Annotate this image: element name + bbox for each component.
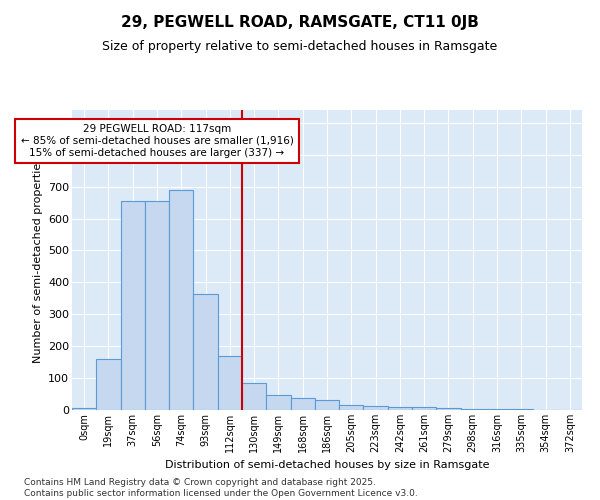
- Text: 29 PEGWELL ROAD: 117sqm
← 85% of semi-detached houses are smaller (1,916)
15% of: 29 PEGWELL ROAD: 117sqm ← 85% of semi-de…: [20, 124, 293, 158]
- Bar: [315, 400, 339, 410]
- Bar: [169, 190, 193, 410]
- Bar: [461, 408, 485, 410]
- X-axis label: Distribution of semi-detached houses by size in Ramsgate: Distribution of semi-detached houses by …: [165, 460, 489, 470]
- Bar: [193, 294, 218, 410]
- Y-axis label: Number of semi-detached properties: Number of semi-detached properties: [32, 157, 43, 363]
- Bar: [364, 406, 388, 410]
- Bar: [218, 356, 242, 410]
- Bar: [290, 398, 315, 410]
- Bar: [145, 201, 169, 410]
- Bar: [266, 394, 290, 410]
- Bar: [72, 408, 96, 410]
- Bar: [339, 405, 364, 410]
- Bar: [412, 408, 436, 410]
- Bar: [436, 408, 461, 410]
- Bar: [242, 383, 266, 410]
- Bar: [388, 407, 412, 410]
- Text: Contains HM Land Registry data © Crown copyright and database right 2025.
Contai: Contains HM Land Registry data © Crown c…: [24, 478, 418, 498]
- Bar: [96, 359, 121, 410]
- Bar: [121, 201, 145, 410]
- Text: Size of property relative to semi-detached houses in Ramsgate: Size of property relative to semi-detach…: [103, 40, 497, 53]
- Bar: [485, 409, 509, 410]
- Text: 29, PEGWELL ROAD, RAMSGATE, CT11 0JB: 29, PEGWELL ROAD, RAMSGATE, CT11 0JB: [121, 15, 479, 30]
